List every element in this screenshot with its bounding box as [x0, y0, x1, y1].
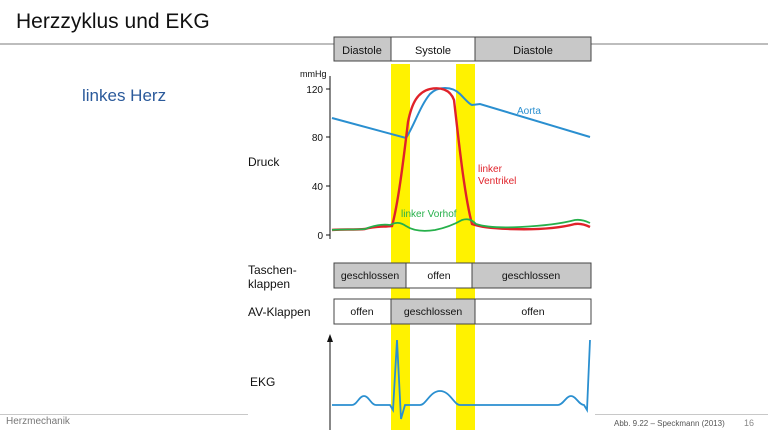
aorta-label: Aorta — [517, 106, 541, 117]
atrium-pressure-curve — [331, 218, 591, 232]
av-klappen-state-2-box — [390, 298, 476, 325]
taschenklappen-state-1: geschlossen — [341, 270, 400, 282]
tick-label-0: 0 — [317, 231, 323, 242]
phase-systole-box — [390, 36, 476, 62]
ekg-label: EKG — [250, 375, 275, 389]
tick-label-40: 40 — [312, 182, 324, 193]
ventricle-pressure-curve — [331, 87, 591, 232]
isovolumetric-relaxation-band — [456, 64, 475, 430]
taschenklappen-label-line2: klappen — [248, 277, 290, 291]
av-klappen-state-3-box — [474, 298, 592, 325]
taschenklappen-state-2-box — [405, 262, 473, 289]
ventricle-label-line1: linker — [478, 164, 503, 175]
taschenklappen-state-3-box — [471, 262, 592, 289]
phase-diastole-1-box — [333, 36, 392, 62]
footer-divider-right — [595, 414, 768, 415]
phase-systole: Systole — [415, 45, 451, 57]
figure-source: Abb. 9.22 – Speckmann (2013) — [614, 419, 725, 428]
ventricle-label-line2: Ventrikel — [478, 176, 516, 187]
phase-diastole-2-box — [474, 36, 592, 62]
heart-cycle-diagram: Diastole Systole Diastole Druck mmHg 120… — [248, 36, 592, 430]
slide-subtitle: linkes Herz — [82, 86, 167, 105]
av-klappen-label: AV-Klappen — [248, 305, 311, 319]
phase-diastole-1: Diastole — [342, 45, 382, 57]
av-klappen-state-3: offen — [521, 306, 544, 318]
taschenklappen-state-2: offen — [427, 270, 450, 282]
taschenklappen-state-3: geschlossen — [502, 270, 561, 282]
av-klappen-state-1: offen — [350, 306, 373, 318]
pressure-row-label: Druck — [248, 155, 280, 169]
phase-diastole-2: Diastole — [513, 45, 553, 57]
phase-bar: Diastole Systole Diastole — [333, 36, 592, 62]
page-number: 16 — [744, 418, 755, 428]
ekg-trace — [332, 339, 591, 420]
atrium-label: linker Vorhof — [401, 209, 457, 220]
tick-label-120: 120 — [306, 85, 323, 96]
av-klappen-row: AV-Klappen offen geschlossen offen — [248, 298, 592, 325]
footer-divider-left — [0, 414, 248, 415]
isovolumetric-contraction-band — [391, 64, 410, 430]
slide-title: Herzzyklus und EKG — [16, 10, 210, 33]
footer-section-name: Herzmechanik — [6, 416, 70, 427]
aorta-pressure-curve — [331, 87, 591, 140]
pressure-panel: Druck mmHg 120 80 40 0 Aorta linker Vent… — [248, 69, 591, 242]
tick-label-80: 80 — [312, 133, 324, 144]
ekg-panel: EKG — [250, 334, 591, 430]
taschenklappen-label-line1: Taschen- — [248, 263, 297, 277]
av-klappen-state-2: geschlossen — [404, 306, 463, 318]
taschenklappen-row: Taschen- klappen geschlossen offen gesch… — [248, 262, 592, 291]
ekg-axis-arrow-icon — [327, 334, 333, 342]
pressure-unit: mmHg — [300, 69, 327, 79]
